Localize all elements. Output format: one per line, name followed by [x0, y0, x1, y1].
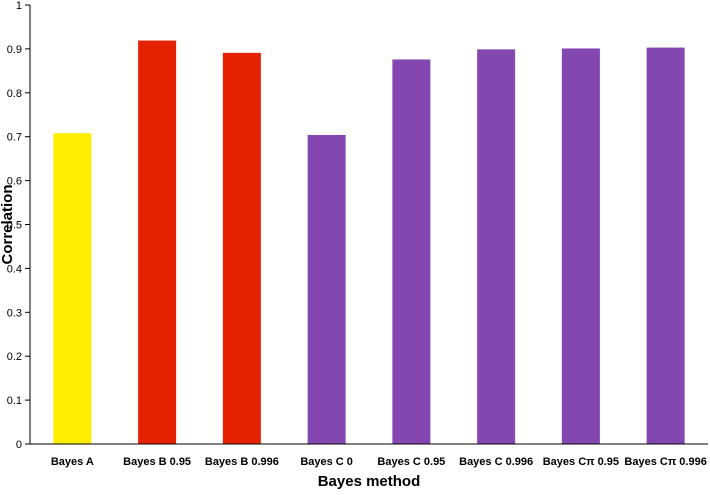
y-tick-label: 0.8: [7, 88, 22, 100]
x-category-label: Bayes C 0: [300, 456, 353, 468]
x-axis-labels: Bayes A Bayes B 0.95 Bayes B 0.996 Bayes C …: [51, 456, 707, 468]
bar-7: [561, 48, 600, 444]
bars-group: [53, 40, 685, 445]
y-tick-label: 0.7: [7, 132, 22, 144]
y-tick-label: 0.2: [7, 351, 22, 363]
y-tick-label: 1: [16, 0, 22, 12]
y-tick-label: 0: [16, 439, 22, 451]
bar-4: [307, 134, 346, 444]
bar-8: [646, 47, 685, 444]
bar-3: [222, 52, 261, 444]
x-category-label: Bayes C 0.996: [459, 456, 533, 468]
x-category-label: Bayes Cπ 0.996: [624, 456, 706, 468]
x-axis-title: Bayes method: [318, 473, 421, 490]
y-axis-title: Correlation: [0, 184, 16, 264]
y-tick-label: 0.4: [7, 263, 22, 275]
bar-5: [392, 59, 431, 444]
y-tick-label: 0.1: [7, 395, 22, 407]
bar-1: [53, 133, 92, 445]
y-tick-label: 0.5: [7, 220, 22, 232]
y-tick-label: 0.6: [7, 176, 22, 188]
y-tick-label: 0.3: [7, 307, 22, 319]
y-tick-label: 0.9: [7, 44, 22, 56]
x-category-label: Bayes B 0.996: [205, 456, 279, 468]
x-category-label: Bayes Cπ 0.95: [543, 456, 619, 468]
bar-6: [477, 49, 516, 445]
y-axis-ticks: 0 0.1 0.2 0.3 0.4 0.5 0.6 0.7 0.8 0.9 1: [7, 0, 30, 451]
x-category-label: Bayes C 0.95: [377, 456, 445, 468]
bar-2: [138, 40, 177, 445]
x-category-label: Bayes B 0.95: [123, 456, 191, 468]
x-category-label: Bayes A: [51, 456, 94, 468]
